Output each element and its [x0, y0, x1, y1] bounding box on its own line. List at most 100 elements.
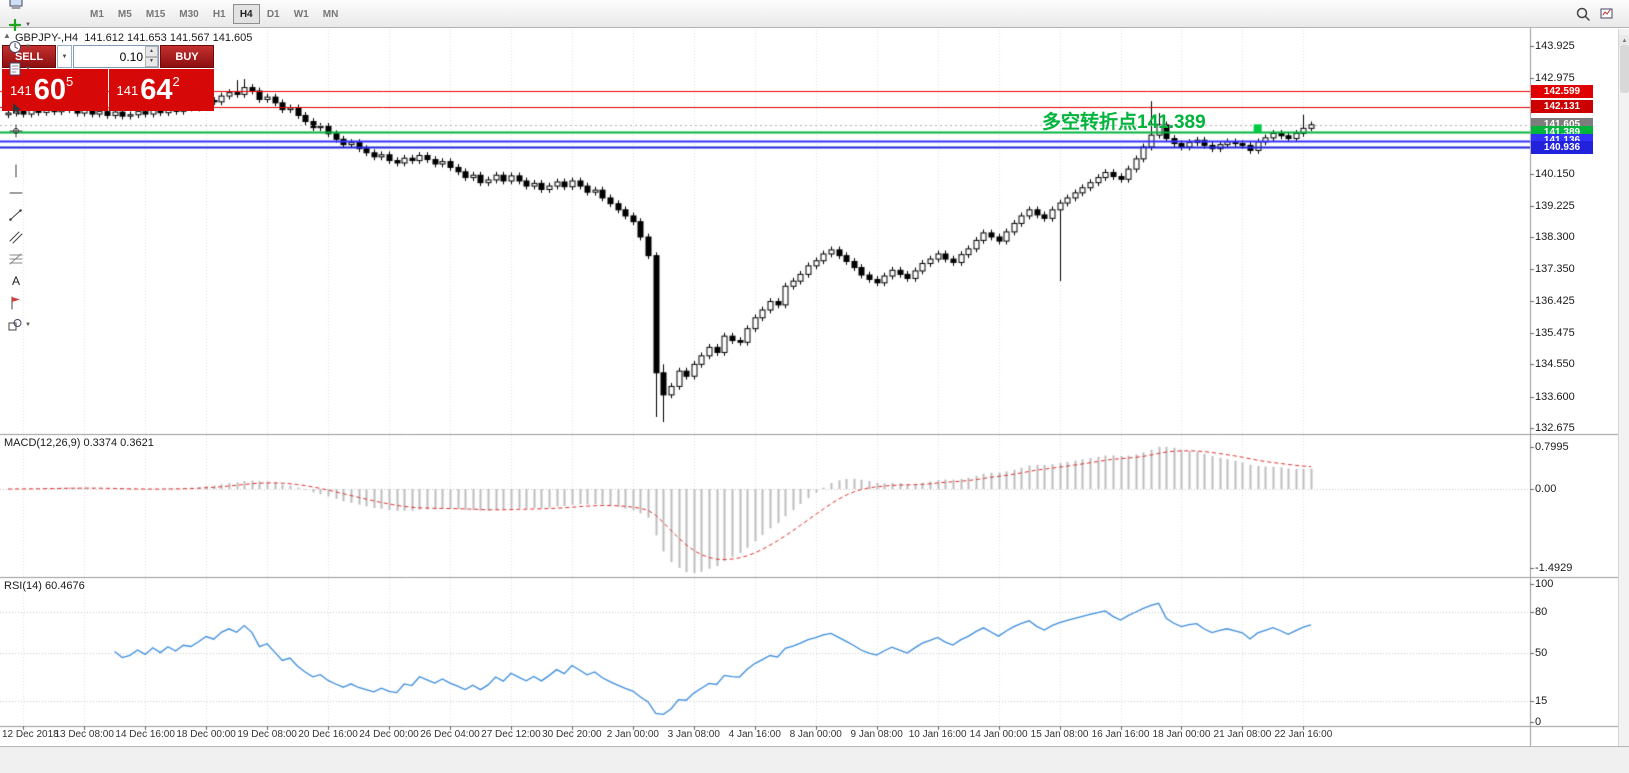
sell-price[interactable]: 141 60 5: [2, 69, 108, 111]
timeframe-h4[interactable]: H4: [232, 3, 260, 24]
price-badge: 142.599: [1531, 84, 1593, 98]
rsi-tick: 80: [1535, 605, 1548, 618]
price-tick: 140.150: [1535, 168, 1575, 181]
label-icon: [8, 295, 24, 311]
buy-price-prefix: 141: [116, 82, 139, 98]
one-click-prices: 141 60 5 141 64 2: [2, 69, 214, 111]
timeframe-m15[interactable]: M15: [139, 4, 172, 24]
time-tick: 8 Jan 00:00: [789, 729, 842, 740]
buy-price-big: 64: [140, 73, 173, 106]
horizontal-line-icon: [8, 185, 24, 201]
trendline-button[interactable]: [4, 204, 28, 226]
time-tick: 20 Dec 16:00: [298, 729, 358, 740]
time-tick: 19 Dec 08:00: [237, 729, 297, 740]
vertical-line-icon: [8, 163, 24, 179]
horizontal-line-button[interactable]: [4, 182, 28, 204]
arrange-windows-icon: [8, 0, 24, 11]
text-button-glyph: A: [11, 273, 20, 288]
price-tick: 132.675: [1535, 422, 1575, 434]
price-tick: 134.550: [1535, 358, 1575, 371]
time-tick: 18 Dec 00:00: [176, 729, 236, 740]
add-indicator-button[interactable]: ▼: [4, 14, 34, 36]
timeframe-mn[interactable]: MN: [316, 4, 346, 24]
price-tick: 137.350: [1535, 263, 1575, 276]
time-tick: 14 Jan 00:00: [969, 729, 1028, 740]
timeframe-w1[interactable]: W1: [287, 4, 316, 24]
timeframe-h1[interactable]: H1: [206, 4, 233, 24]
new-chart-icon: [1599, 6, 1615, 22]
cursor-button[interactable]: [4, 98, 28, 120]
sell-price-prefix: 141: [10, 82, 32, 98]
rsi-tick: 15: [1535, 695, 1548, 708]
trendline-icon: [8, 207, 24, 223]
rsi-tick: 50: [1535, 647, 1548, 659]
time-tick: 30 Dec 20:00: [542, 729, 602, 740]
toolbar-left-group: 单自动交易▼▼▼A▼: [4, 0, 75, 354]
crosshair-icon: [8, 123, 24, 139]
macd-label: MACD(12,26,9) 0.3374 0.3621: [4, 437, 154, 449]
scroll-up-button[interactable]: ▲: [1619, 35, 1629, 48]
template-button[interactable]: ▼: [4, 58, 34, 80]
sell-price-big: 60: [33, 73, 66, 106]
time-tick: 9 Jan 08:00: [850, 729, 903, 740]
volume-input[interactable]: [74, 46, 158, 67]
period-icon: [7, 39, 23, 55]
shapes-button[interactable]: ▼: [4, 314, 34, 336]
symbol-info: GBPJPY-,H4 141.612 141.653 141.567 141.60…: [15, 32, 252, 44]
add-indicator-icon: [7, 17, 23, 33]
price-tick: 142.975: [1535, 72, 1575, 85]
volume-down-button[interactable]: ▼: [145, 56, 158, 67]
timeframe-m5[interactable]: M5: [111, 4, 139, 24]
volume-dropdown-button[interactable]: ▼: [57, 45, 72, 68]
symbol-name: GBPJPY-,H4: [15, 32, 79, 44]
search-button[interactable]: [1571, 3, 1595, 25]
buy-price[interactable]: 141 64 2: [108, 69, 214, 111]
scrollbar-thumb[interactable]: [1620, 45, 1629, 93]
macd-tick: 0.7995: [1535, 440, 1569, 453]
rsi-tick: 100: [1535, 578, 1554, 590]
volume-spinner: ▲ ▼: [145, 46, 158, 67]
vertical-scrollbar[interactable]: ▲: [1618, 29, 1629, 746]
one-click-collapse-button[interactable]: ▲: [3, 31, 11, 40]
rsi-label: RSI(14) 60.4676: [4, 580, 85, 592]
time-tick: 4 Jan 16:00: [728, 729, 781, 740]
macd-tick: 0.00: [1535, 483, 1557, 495]
new-chart-button[interactable]: [1595, 3, 1619, 25]
period-button[interactable]: ▼: [4, 36, 34, 58]
time-tick: 14 Dec 16:00: [115, 729, 175, 740]
channel-button[interactable]: [4, 226, 28, 248]
price-badge: 142.131: [1531, 100, 1593, 114]
price-tick: 133.600: [1535, 390, 1575, 403]
price-tick: 138.300: [1535, 231, 1575, 243]
time-tick: 27 Dec 12:00: [481, 729, 541, 740]
price-tick: 139.225: [1535, 199, 1575, 212]
time-tick: 26 Dec 04:00: [420, 729, 480, 740]
buy-button[interactable]: BUY: [160, 45, 214, 68]
price-tick: 136.425: [1535, 294, 1575, 307]
timeframe-m30[interactable]: M30: [172, 4, 205, 24]
shapes-icon: [7, 317, 23, 333]
time-tick: 13 Dec 08:00: [54, 729, 114, 740]
time-tick: 22 Jan 16:00: [1274, 729, 1333, 740]
timeframe-m1[interactable]: M1: [83, 4, 111, 24]
fibonacci-button[interactable]: [4, 248, 28, 270]
macd-tick: -1.4929: [1535, 561, 1573, 574]
timeframe-d1[interactable]: D1: [260, 4, 287, 24]
arrange-windows-button[interactable]: [4, 0, 28, 14]
dropdown-caret-icon: ▼: [25, 321, 31, 328]
time-tick: 24 Dec 00:00: [359, 729, 419, 740]
symbol-ohlc: 141.612 141.653 141.567 141.605: [84, 32, 253, 44]
template-icon: [7, 61, 23, 77]
label-button[interactable]: [4, 292, 28, 314]
crosshair-button[interactable]: [4, 120, 28, 142]
status-bar: [0, 746, 1629, 773]
vertical-line-button[interactable]: [4, 160, 28, 182]
volume-up-button[interactable]: ▲: [145, 46, 158, 57]
fibonacci-icon: [8, 251, 24, 267]
text-button[interactable]: A: [4, 270, 28, 292]
price-tick: 135.475: [1535, 326, 1575, 339]
